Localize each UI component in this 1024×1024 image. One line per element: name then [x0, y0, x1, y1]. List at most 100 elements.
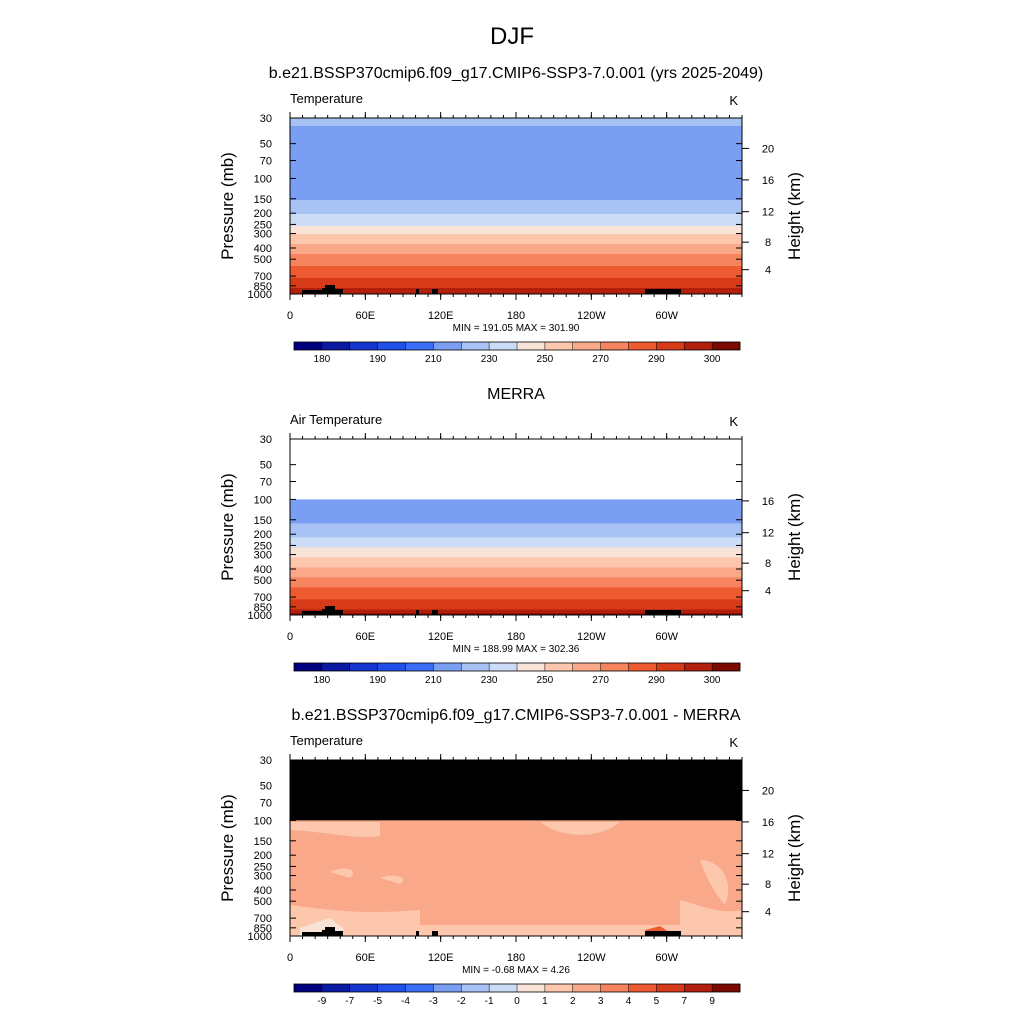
contour-band — [290, 182, 742, 185]
contour-band — [290, 216, 742, 219]
contour-band — [290, 581, 742, 584]
height-tick-label: 20 — [762, 785, 774, 797]
colorbar-segment — [461, 342, 490, 350]
contour-band — [290, 230, 742, 233]
contour-band — [290, 258, 742, 261]
x-tick-label: 60E — [356, 310, 376, 322]
y-tick-label: 400 — [254, 885, 272, 897]
contour-band — [290, 140, 742, 143]
contour-band — [290, 270, 742, 273]
contour-band — [290, 192, 742, 195]
contour-band — [290, 198, 742, 201]
colorbar-segment — [461, 663, 490, 671]
colorbar-segment — [349, 342, 378, 350]
contour-band — [290, 611, 742, 614]
contour-band — [290, 557, 742, 560]
colorbar-segment — [600, 342, 629, 350]
contour-band — [290, 288, 742, 291]
contour-band — [290, 208, 742, 211]
colorbar-label: 300 — [704, 354, 721, 365]
contour-band — [290, 571, 742, 574]
y-tick-label: 70 — [260, 477, 272, 489]
y-tick-label: 500 — [254, 896, 272, 908]
contour-band — [290, 597, 742, 600]
contour-band — [290, 126, 742, 129]
colorbar-label: 2 — [570, 996, 576, 1007]
y-axis-label-left: Pressure (mb) — [218, 794, 237, 902]
topography-mask — [335, 289, 343, 294]
colorbar-segment — [517, 984, 546, 992]
colorbar-label: 290 — [648, 675, 665, 686]
contour-band — [290, 523, 742, 526]
colorbar-label: 190 — [369, 675, 386, 686]
contour-band — [290, 513, 742, 516]
contour-band — [290, 174, 742, 177]
topography-mask — [325, 927, 335, 936]
colorbar-label: 5 — [654, 996, 660, 1007]
colorbar-label: 210 — [425, 675, 442, 686]
contour-band — [290, 519, 742, 522]
height-tick-label: 8 — [765, 879, 771, 891]
panel-units-label: K — [729, 735, 738, 750]
contour-band — [290, 613, 742, 615]
x-tick-label: 120E — [428, 952, 454, 964]
contour-band — [290, 575, 742, 578]
colorbar-segment — [294, 663, 323, 671]
topography-mask — [645, 931, 681, 936]
contour-band — [290, 170, 742, 173]
topography-mask — [325, 285, 335, 294]
contour-band — [290, 142, 742, 145]
contour-band — [290, 210, 742, 213]
contour-band — [290, 515, 742, 518]
colorbar-segment — [377, 663, 406, 671]
contour-band — [290, 268, 742, 271]
contour-band — [290, 232, 742, 235]
contour-band — [290, 254, 742, 257]
colorbar-label: 4 — [626, 996, 632, 1007]
y-tick-label: 50 — [260, 460, 272, 472]
contour-band — [290, 573, 742, 576]
contour-band — [290, 252, 742, 255]
y-tick-label: 50 — [260, 781, 272, 793]
y-tick-label: 850 — [254, 923, 272, 935]
colorbar-label: 230 — [481, 675, 498, 686]
colorbar-segment — [656, 663, 685, 671]
y-tick-label: 500 — [254, 254, 272, 266]
contour-band — [380, 875, 404, 884]
x-tick-label: 0 — [287, 310, 293, 322]
contour-band — [290, 547, 742, 550]
contour-band — [290, 565, 742, 568]
contour-band — [290, 176, 742, 179]
contour-band — [290, 172, 742, 175]
y-tick-label: 700 — [254, 913, 272, 925]
panel-3: b.e21.BSSP370cmip6.f09_g17.CMIP6-SSP3-7.… — [218, 707, 804, 1007]
contour-band — [290, 194, 742, 197]
contour-band — [290, 822, 380, 838]
colorbar-label: -3 — [429, 996, 438, 1007]
contour-band — [290, 160, 742, 163]
topography-mask — [302, 611, 322, 615]
contour-band — [290, 529, 742, 532]
contour-band — [290, 905, 420, 925]
colorbar-label: 210 — [425, 354, 442, 365]
contour-band — [290, 150, 742, 153]
contour-band — [290, 280, 742, 283]
colorbar-segment — [294, 984, 323, 992]
y-axis-label-left: Pressure (mb) — [218, 473, 237, 581]
plot-area — [290, 760, 742, 936]
x-tick-label: 60W — [655, 310, 678, 322]
contour-band — [290, 236, 742, 239]
contour-band — [290, 559, 742, 562]
colorbar-label: -7 — [345, 996, 354, 1007]
y-tick-label: 400 — [254, 564, 272, 576]
contour-band — [290, 593, 742, 596]
contour-band — [290, 146, 742, 149]
colorbar-label: -9 — [317, 996, 326, 1007]
colorbar-segment — [489, 342, 518, 350]
topography-mask — [416, 289, 419, 294]
contour-band — [290, 531, 742, 534]
contour-band — [290, 206, 742, 209]
contour-band — [290, 220, 742, 223]
y-tick-label: 1000 — [248, 931, 272, 943]
